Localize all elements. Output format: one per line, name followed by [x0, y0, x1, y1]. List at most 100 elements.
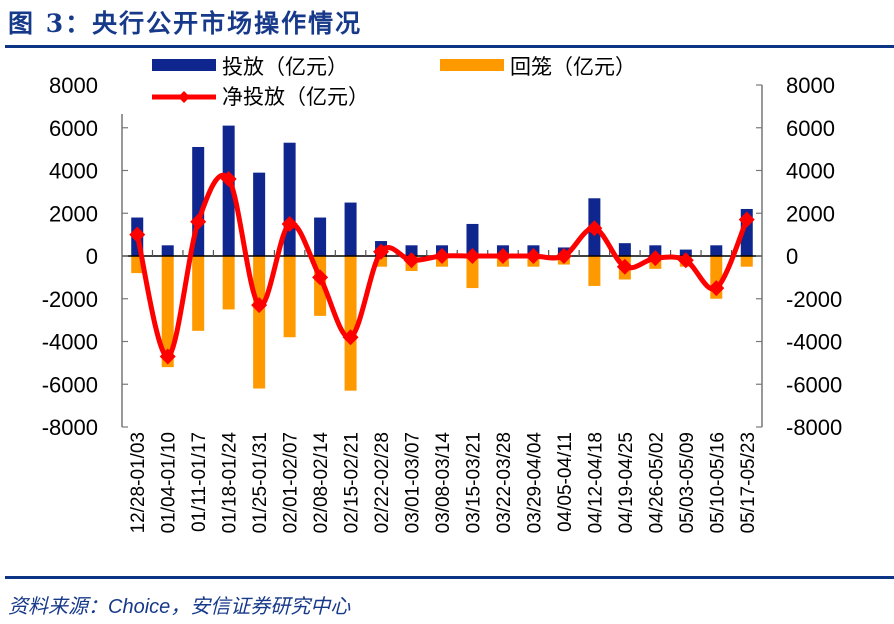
- right-tick-label: -4000: [786, 330, 842, 355]
- x-tick-label: 01/11-01/17: [189, 432, 210, 532]
- net-injection-marker: [281, 215, 298, 232]
- left-tick-label: 2000: [49, 201, 98, 226]
- withdrawal-bar: [740, 256, 753, 267]
- source-note: 资料来源：Choice，安信证券研究中心: [8, 590, 350, 619]
- withdrawal-bar: [375, 256, 388, 267]
- right-tick-label: 0: [786, 244, 798, 269]
- x-tick-label: 01/04-01/10: [159, 432, 180, 533]
- left-tick-label: 6000: [49, 116, 98, 141]
- right-axis-labels: 8000 6000 4000 2000 0 -2000 -4000 -6000 -8000: [786, 73, 842, 440]
- source-suffix: ，安信证券研究中心: [170, 594, 351, 618]
- x-tick-label: 02/01-02/07: [281, 432, 302, 533]
- legend-label-withdrawal: 回笼（亿元）: [510, 55, 636, 79]
- injection-bar: [405, 245, 418, 256]
- net-injection-marker: [494, 248, 511, 264]
- x-tick-label: 02/22-02/28: [372, 432, 393, 533]
- injection-bar: [283, 142, 296, 256]
- net-injection-marker: [586, 220, 603, 237]
- legend-label-net: 净投放（亿元）: [222, 85, 369, 109]
- legend-label-injection: 投放（亿元）: [222, 55, 348, 79]
- withdrawal-bar: [283, 256, 296, 338]
- left-tick-label: -4000: [42, 330, 98, 355]
- injection-bars: [131, 125, 753, 256]
- source-prefix: 资料来源：: [8, 594, 108, 618]
- net-injection-marker: [708, 280, 725, 297]
- footer-rule: [5, 576, 894, 579]
- withdrawal-bar: [222, 256, 235, 310]
- net-injection-marker: [738, 211, 755, 228]
- net-injection-marker: [677, 252, 694, 269]
- net-injection-marker: [403, 252, 420, 269]
- x-tick-label: 03/15-03/21: [463, 432, 484, 533]
- x-axis-labels: 12/28-01/03 01/04-01/10 01/11-01/17 01/18-0…: [128, 432, 759, 534]
- net-injection-marker: [159, 348, 176, 365]
- legend-swatch-injection: [152, 59, 216, 71]
- left-tick-label: -8000: [42, 415, 98, 440]
- x-tick-label: 12/28-01/03: [128, 432, 149, 533]
- injection-bar: [222, 125, 235, 256]
- legend-swatch-withdrawal: [440, 59, 504, 71]
- net-injection-marker: [190, 213, 207, 230]
- withdrawal-bar: [161, 256, 174, 368]
- net-injection-line: [129, 171, 755, 365]
- net-injection-marker: [647, 250, 664, 267]
- injection-bar: [314, 217, 327, 256]
- figure-title: 图 3：央行公开市场操作情况: [8, 9, 363, 38]
- left-tick-label: -2000: [42, 287, 98, 312]
- x-tick-label: 05/17-05/23: [738, 432, 759, 533]
- x-tick-label: 04/05-04/11: [555, 432, 576, 532]
- withdrawal-bar: [344, 256, 357, 391]
- right-tick-label: 4000: [786, 159, 835, 184]
- right-tick-label: 2000: [786, 201, 835, 226]
- injection-bar: [618, 243, 631, 256]
- withdrawal-bar: [253, 256, 266, 389]
- left-tick-label: 0: [86, 244, 98, 269]
- net-injection-marker: [434, 248, 450, 264]
- left-tick-label: 4000: [49, 159, 98, 184]
- net-injection-marker: [129, 226, 146, 243]
- header-rule: [5, 45, 894, 48]
- injection-bar: [253, 172, 266, 256]
- net-injection-marker: [616, 258, 633, 275]
- right-tick-label: 8000: [786, 73, 835, 98]
- right-tick-label: -8000: [786, 415, 842, 440]
- right-tick-label: -6000: [786, 372, 842, 397]
- net-injection-marker: [312, 269, 329, 286]
- right-tick-label: -2000: [786, 287, 842, 312]
- withdrawal-bar: [466, 256, 479, 289]
- net-injection-marker: [251, 297, 268, 314]
- net-injection-marker: [525, 248, 542, 264]
- net-injection-marker: [464, 248, 481, 264]
- legend-marker-net: [178, 91, 190, 103]
- x-tick-label: 03/22-03/28: [494, 432, 515, 533]
- net-injection-marker: [373, 243, 390, 260]
- x-tick-label: 01/18-01/24: [220, 432, 241, 534]
- x-tick-label: 03/29-04/04: [524, 432, 545, 534]
- x-tick-label: 03/01-03/07: [403, 432, 424, 533]
- net-injection-marker: [555, 248, 572, 264]
- x-tick-label: 05/10-05/16: [707, 432, 728, 533]
- source-name: Choice: [108, 596, 171, 618]
- injection-bar: [344, 202, 357, 256]
- x-tick-label: 03/08-03/14: [433, 432, 454, 534]
- injection-bar: [710, 245, 723, 256]
- withdrawal-bars: [131, 256, 753, 391]
- x-tick-label: 02/15-02/21: [342, 432, 363, 533]
- x-tick-label: 04/19-04/25: [616, 432, 637, 533]
- net-injection-marker: [342, 329, 359, 346]
- withdrawal-bar: [588, 256, 601, 286]
- x-tick-label: 05/03-05/09: [677, 432, 698, 533]
- legend: 投放（亿元） 回笼（亿元） 净投放（亿元）: [152, 55, 636, 109]
- withdrawal-bar: [192, 256, 205, 331]
- injection-bar: [161, 245, 174, 256]
- left-axis-labels: 8000 6000 4000 2000 0 -2000 -4000 -6000 -8000: [42, 73, 98, 440]
- left-tick-label: -6000: [42, 372, 98, 397]
- x-tick-label: 04/12-04/18: [585, 432, 606, 533]
- x-tick-label: 02/08-02/14: [311, 432, 332, 534]
- x-tick-label: 01/25-01/31: [250, 432, 271, 533]
- x-tick-label: 04/26-05/02: [646, 432, 667, 533]
- injection-bar: [466, 223, 479, 256]
- net-injection-marker: [220, 171, 237, 188]
- left-tick-label: 8000: [49, 73, 98, 98]
